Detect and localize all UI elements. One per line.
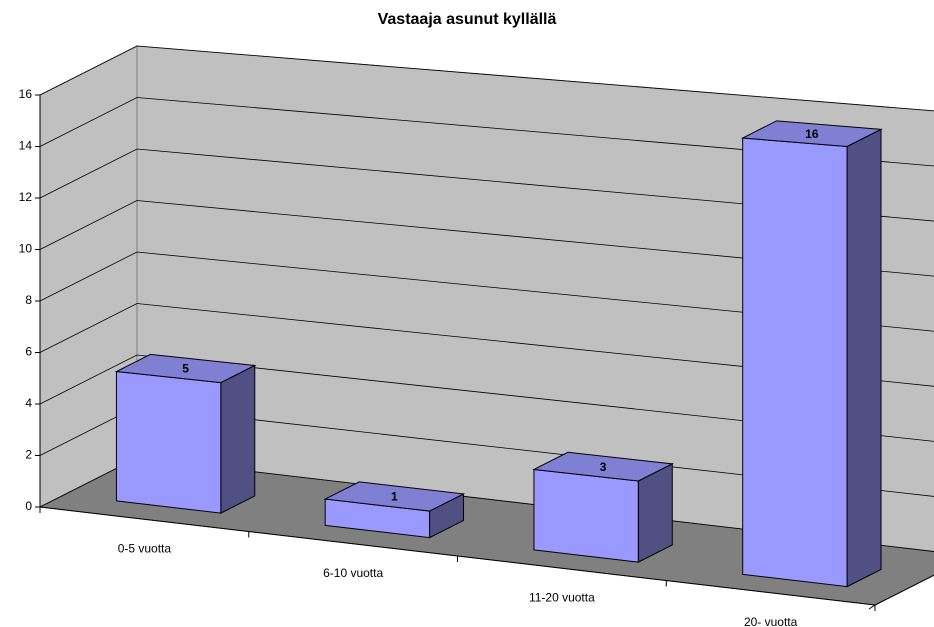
- bar-top: [532, 451, 674, 482]
- bar-top: [740, 120, 883, 148]
- y-tick-label: 0: [25, 499, 32, 513]
- y-tick-label: 8: [25, 293, 32, 307]
- grid-line: [39, 45, 934, 112]
- y-tick-label: 14: [19, 139, 33, 153]
- bar-top: [114, 353, 257, 384]
- value-label: 1: [391, 490, 398, 504]
- y-tick-label: 2: [25, 448, 32, 462]
- grid-line: [39, 97, 934, 167]
- value-label: 5: [182, 362, 189, 376]
- chart-title: Vastaaja asunut kyllällä: [378, 11, 557, 28]
- depth-tick: [868, 604, 876, 610]
- y-tick-label: 12: [19, 190, 33, 204]
- value-label: 3: [600, 460, 607, 474]
- bar-top: [323, 481, 466, 512]
- bar-front: [533, 468, 639, 563]
- y-tick-label: 10: [19, 242, 33, 256]
- x-tick-label: 11-20 vuotta: [529, 590, 595, 604]
- bar-side: [846, 128, 882, 588]
- x-tick-label: 6-10 vuotta: [323, 566, 383, 580]
- y-tick-label: 16: [19, 87, 33, 101]
- grid-line: [39, 354, 934, 442]
- x-tick-label: 20- vuotta: [744, 615, 798, 627]
- grid-line: [39, 200, 934, 277]
- grid-line: [39, 303, 934, 387]
- y-tick-label: 6: [25, 345, 32, 359]
- bar-side: [220, 364, 256, 514]
- grid-line: [39, 148, 934, 222]
- grid-line: [39, 251, 934, 332]
- depth-axis: [874, 574, 934, 606]
- bar-front: [115, 370, 222, 514]
- y-tick-label: 4: [25, 396, 32, 410]
- x-tick-label: 0-5 vuotta: [118, 541, 172, 555]
- bar-front: [742, 137, 848, 588]
- value-label: 16: [805, 127, 819, 141]
